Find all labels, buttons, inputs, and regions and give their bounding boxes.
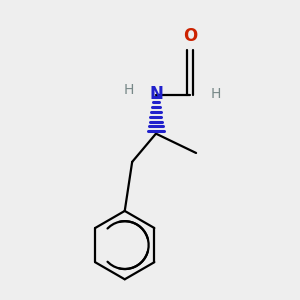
- Text: H: H: [124, 83, 134, 97]
- Text: H: H: [210, 86, 220, 100]
- Text: O: O: [183, 27, 197, 45]
- Text: N: N: [149, 85, 163, 103]
